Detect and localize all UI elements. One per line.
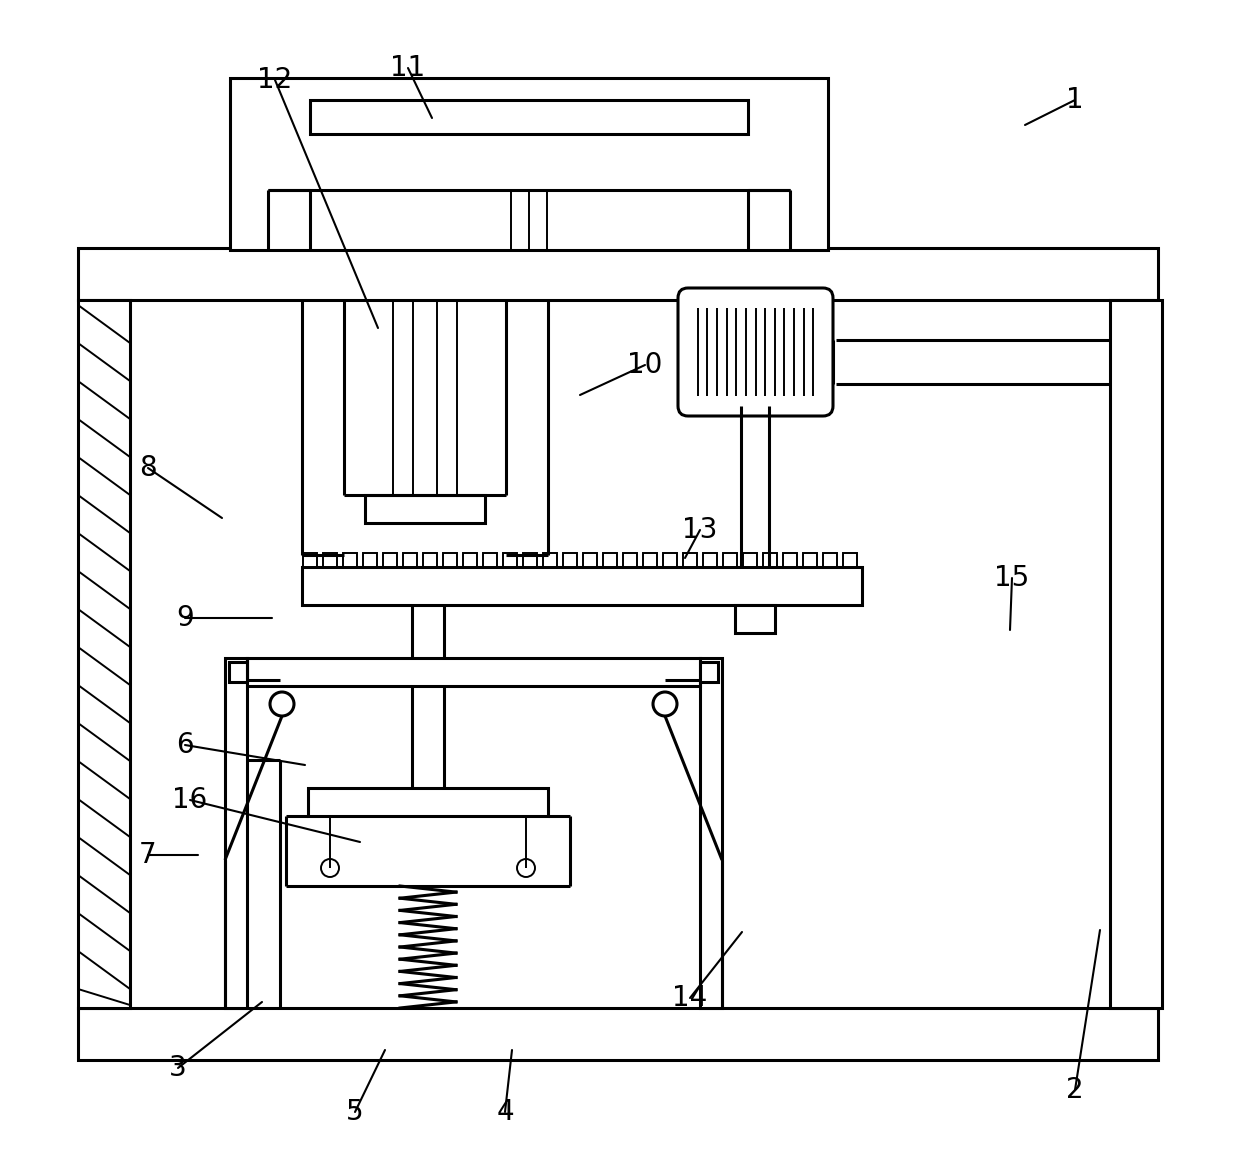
Bar bbox=[303, 553, 317, 567]
Text: 12: 12 bbox=[258, 66, 293, 94]
Text: 8: 8 bbox=[139, 454, 156, 482]
Text: 3: 3 bbox=[169, 1054, 187, 1082]
Bar bbox=[843, 553, 857, 567]
Bar bbox=[644, 553, 657, 567]
FancyBboxPatch shape bbox=[678, 288, 833, 416]
Bar bbox=[701, 662, 718, 682]
Text: 14: 14 bbox=[672, 984, 708, 1013]
Bar bbox=[701, 659, 722, 1008]
Text: 11: 11 bbox=[391, 54, 425, 82]
Bar bbox=[503, 553, 517, 567]
Text: 5: 5 bbox=[346, 1098, 363, 1125]
Bar bbox=[229, 662, 247, 682]
Circle shape bbox=[270, 691, 294, 716]
Bar bbox=[763, 553, 777, 567]
Bar bbox=[310, 100, 748, 134]
Bar bbox=[743, 553, 758, 567]
Bar bbox=[1110, 300, 1162, 1008]
Bar bbox=[322, 553, 337, 567]
Bar bbox=[363, 553, 377, 567]
Circle shape bbox=[517, 858, 534, 877]
Bar bbox=[723, 553, 738, 567]
Bar bbox=[703, 553, 718, 567]
Bar bbox=[804, 553, 817, 567]
Bar bbox=[563, 553, 578, 567]
Bar bbox=[229, 78, 828, 250]
Bar bbox=[365, 495, 485, 523]
Bar bbox=[683, 553, 697, 567]
Text: 15: 15 bbox=[994, 564, 1029, 592]
Bar bbox=[78, 300, 130, 1008]
Circle shape bbox=[653, 691, 677, 716]
Bar bbox=[543, 553, 558, 567]
Bar bbox=[782, 553, 797, 567]
Bar bbox=[583, 553, 598, 567]
Text: 4: 4 bbox=[496, 1098, 513, 1125]
Text: 7: 7 bbox=[139, 841, 156, 869]
Bar bbox=[308, 788, 548, 816]
Text: 10: 10 bbox=[627, 350, 662, 379]
Bar bbox=[224, 659, 247, 1008]
Text: 1: 1 bbox=[1066, 86, 1084, 114]
Bar bbox=[423, 553, 438, 567]
Text: 6: 6 bbox=[176, 731, 193, 759]
Text: 16: 16 bbox=[172, 786, 207, 814]
Text: 13: 13 bbox=[682, 516, 718, 544]
Bar bbox=[622, 553, 637, 567]
Bar bbox=[463, 553, 477, 567]
Bar bbox=[78, 248, 1158, 300]
Bar bbox=[603, 553, 618, 567]
Circle shape bbox=[321, 858, 339, 877]
Bar bbox=[484, 553, 497, 567]
Bar bbox=[823, 553, 837, 567]
Bar bbox=[343, 553, 357, 567]
Bar bbox=[247, 659, 701, 686]
Bar bbox=[523, 553, 537, 567]
Bar bbox=[735, 604, 775, 633]
Bar bbox=[403, 553, 418, 567]
Bar bbox=[383, 553, 397, 567]
Text: 9: 9 bbox=[176, 604, 193, 632]
Bar bbox=[443, 553, 458, 567]
Bar bbox=[663, 553, 677, 567]
Bar bbox=[303, 567, 862, 604]
Text: 2: 2 bbox=[1066, 1076, 1084, 1104]
Bar bbox=[78, 1008, 1158, 1060]
